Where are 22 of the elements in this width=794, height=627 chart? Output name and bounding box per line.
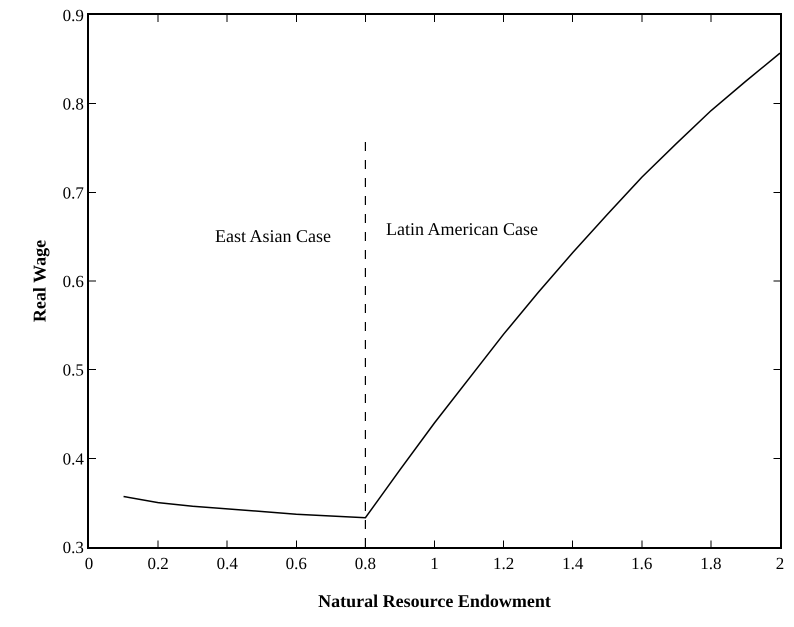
x-tick-label: 1.8	[700, 554, 722, 574]
y-tick-label: 0.9	[62, 6, 84, 25]
y-tick-label: 0.3	[62, 538, 84, 557]
y-tick-label: 0.5	[62, 360, 84, 380]
x-tick-label: 1	[430, 554, 439, 574]
x-tick-label: 1.6	[631, 554, 652, 574]
y-tick-label: 0.7	[62, 183, 84, 202]
x-tick-label: 0.8	[354, 554, 376, 574]
y-tick-label: 0.6	[62, 272, 84, 291]
y-tick-label: 0.4	[62, 449, 84, 468]
x-axis-title: Natural Resource Endowment	[318, 590, 551, 611]
x-tick-label: 0.2	[147, 554, 169, 574]
x-tick-label: 2	[776, 554, 784, 574]
x-tick-label: 1.2	[492, 554, 514, 574]
x-tick-label: 1.4	[562, 554, 584, 574]
x-tick-label: 0	[84, 554, 94, 574]
annotation: East Asian Case	[215, 226, 331, 246]
x-tick-label: 0.6	[286, 554, 307, 574]
annotation: Latin American Case	[386, 219, 538, 239]
y-axis-title: Real Wage	[29, 240, 50, 322]
x-tick-label: 0.4	[216, 554, 238, 574]
y-tick-label: 0.8	[62, 94, 84, 114]
